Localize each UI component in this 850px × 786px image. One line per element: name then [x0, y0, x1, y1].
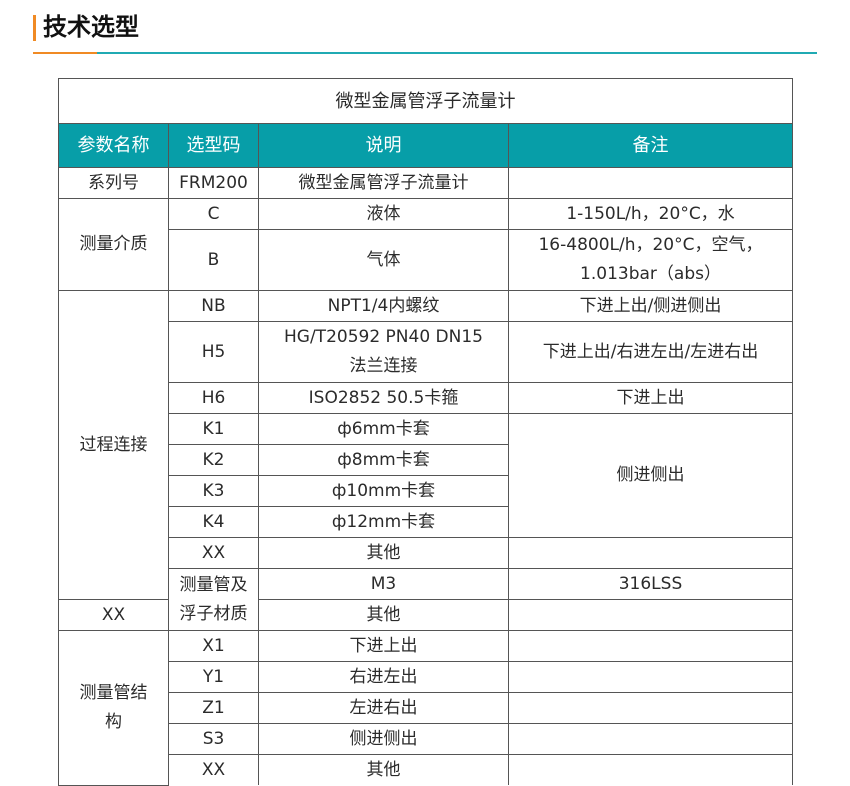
cell-code: K2 [168, 444, 259, 476]
selection-table: 微型金属管浮子流量计 参数名称 选型码 说明 备注 系列号 FRM200 微型金… [58, 78, 793, 786]
cell-code: H5 [168, 321, 259, 383]
cell-code: XX [168, 754, 259, 785]
cell-code: S3 [168, 723, 259, 755]
cell-note: 下进上出/侧进侧出 [508, 290, 793, 322]
cell-note: 下进上出 [508, 382, 793, 414]
cell-note: 16-4800L/h，20°C，空气，1.013bar（abs） [508, 229, 793, 291]
cell-desc: 气体 [258, 229, 509, 291]
cell-code: XX [168, 537, 259, 569]
cell-note [508, 692, 793, 724]
table-caption: 微型金属管浮子流量计 [58, 78, 793, 124]
cell-code: NB [168, 290, 259, 322]
title-underline [97, 52, 817, 54]
table-row: Y1 右进左出 [59, 661, 793, 693]
table-row: XX 其他 [58, 599, 793, 631]
group-medium: 测量介质 [58, 198, 169, 291]
cell-desc: 右进左出 [258, 661, 509, 693]
cell-code: Z1 [168, 692, 259, 724]
cell-desc: 其他 [258, 754, 509, 785]
table-row: 测量管结构 X1 下进上出 [58, 630, 793, 786]
group-series: 系列号 [58, 167, 169, 199]
cell-code: Y1 [168, 661, 259, 693]
cell-desc: ф10mm卡套 [258, 475, 509, 507]
cell-desc: HG/T20592 PN40 DN15 法兰连接 [258, 321, 509, 383]
cell-code: B [168, 229, 259, 291]
table-row: Z1 左进右出 [59, 692, 793, 724]
cell-desc: 316LSS [508, 568, 793, 600]
title-accent-bar [33, 15, 36, 41]
cell-code: M3 [258, 568, 509, 600]
cell-note [508, 537, 793, 569]
cell-desc: ф8mm卡套 [258, 444, 509, 476]
cell-note: 1-150L/h，20°C，水 [508, 198, 793, 230]
cell-desc: 下进上出 [258, 630, 509, 662]
table-row: 测量管及浮子材质 M3 316LSS [59, 568, 793, 631]
cell-desc: ф12mm卡套 [258, 506, 509, 538]
group-material: 测量管及浮子材质 [168, 568, 259, 631]
cell-code: C [168, 198, 259, 230]
table-row: K3 ф10mm卡套 [59, 475, 793, 507]
header-code: 选型码 [168, 123, 259, 168]
cell-note [508, 599, 793, 631]
cell-code: K1 [168, 413, 259, 445]
cell-desc: 侧进侧出 [258, 723, 509, 755]
cell-desc: NPT1/4内螺纹 [258, 290, 509, 322]
table-row: XX 其他 [59, 754, 793, 785]
cell-desc: 微型金属管浮子流量计 [258, 167, 509, 199]
cell-note [508, 167, 793, 199]
cell-desc: ф6mm卡套 [258, 413, 509, 445]
cell-note [508, 661, 793, 693]
header-desc: 说明 [258, 123, 509, 168]
cell-desc: 液体 [258, 198, 509, 230]
table-row: K1 ф6mm卡套 侧进侧出 [59, 413, 793, 538]
cell-code: K3 [168, 475, 259, 507]
cell-code: X1 [168, 630, 259, 662]
cell-note [508, 754, 793, 785]
cell-desc: 其他 [258, 599, 509, 631]
header-param: 参数名称 [58, 123, 169, 168]
table-row: K4 ф12mm卡套 [59, 506, 793, 538]
table-row: 系列号 FRM200 微型金属管浮子流量计 [58, 167, 793, 199]
cell-desc: 左进右出 [258, 692, 509, 724]
cell-note: 下进上出/右进左出/左进右出 [508, 321, 793, 383]
table-row: 过程连接 NB NPT1/4内螺纹 下进上出/侧进侧出 [58, 290, 793, 600]
cell-desc: ISO2852 50.5卡箍 [258, 382, 509, 414]
group-connection: 过程连接 [58, 290, 169, 600]
cell-code: K4 [168, 506, 259, 538]
title-underline-accent [33, 52, 97, 54]
table-row: K2 ф8mm卡套 [59, 444, 793, 476]
cell-note [508, 630, 793, 662]
group-structure: 测量管结构 [58, 630, 169, 786]
cell-code: XX [58, 599, 169, 631]
table-row: B 气体 16-4800L/h，20°C，空气，1.013bar（abs） [59, 229, 793, 291]
table-header-row: 参数名称 选型码 说明 备注 [58, 123, 793, 168]
table-row: S3 侧进侧出 [59, 723, 793, 755]
table-row: XX 其他 [59, 537, 793, 569]
table-row: H6 ISO2852 50.5卡箍 下进上出 [59, 382, 793, 414]
cell-code: FRM200 [168, 167, 259, 199]
table-row: H5 HG/T20592 PN40 DN15 法兰连接 下进上出/右进左出/左进… [59, 321, 793, 383]
section-title: 技术选型 [43, 13, 139, 41]
cell-note [508, 723, 793, 755]
header-note: 备注 [508, 123, 793, 168]
cell-note: 侧进侧出 [508, 413, 793, 538]
cell-desc: 其他 [258, 537, 509, 569]
cell-code: H6 [168, 382, 259, 414]
table-row: 测量介质 C 液体 1-150L/h，20°C，水 [58, 198, 793, 291]
